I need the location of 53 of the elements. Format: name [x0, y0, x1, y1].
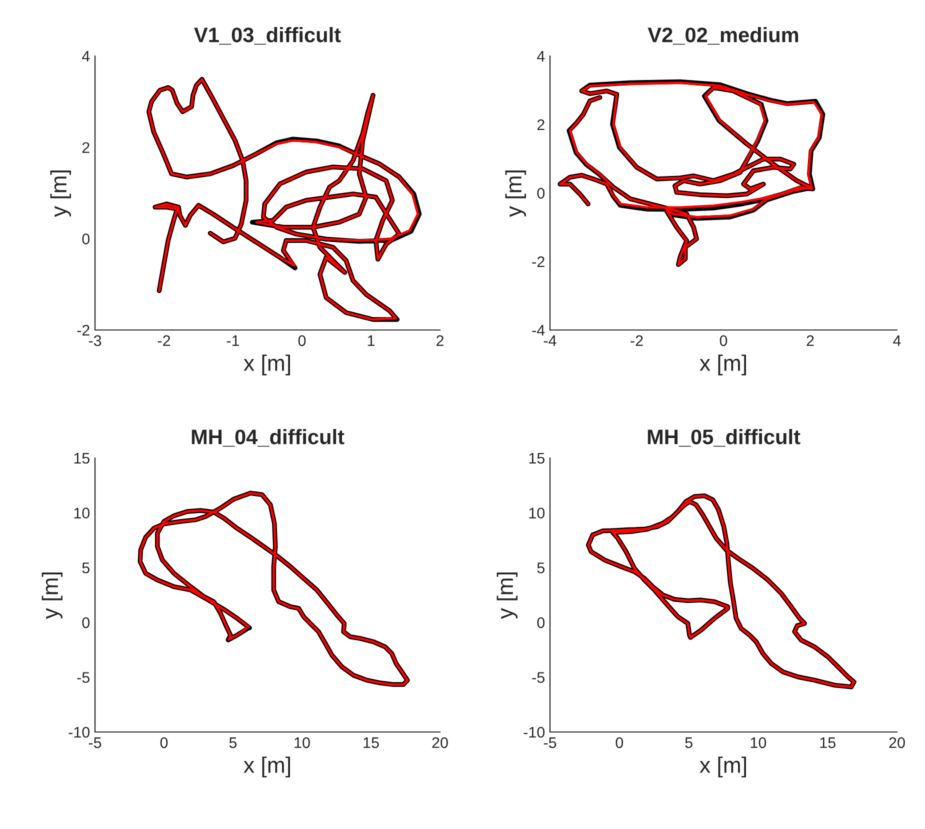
y-axis-title: y [m] [496, 572, 518, 620]
y-tick-label: -10 [524, 726, 545, 738]
x-axis-title: x [m] [244, 756, 290, 778]
y-axis-title: y [m] [42, 572, 63, 620]
x-tick-label: 2 [436, 335, 444, 346]
x-axis-title: x [m] [244, 354, 290, 376]
chart-title: V2_02_medium [648, 27, 798, 45]
y-axis-title: y [m] [50, 170, 71, 218]
y-tick-label: -5 [532, 672, 544, 683]
x-axis-title: x [m] [700, 354, 746, 376]
y-tick-label: 10 [74, 508, 90, 518]
y-tick-label: 4 [536, 51, 545, 62]
x-tick-label: -2 [630, 335, 643, 346]
y-tick-label: 0 [537, 617, 545, 628]
y-tick-label: 2 [537, 119, 544, 130]
y-tick-label: 4 [82, 51, 90, 62]
y-tick-label: -10 [68, 726, 90, 738]
y-tick-label: 15 [74, 453, 90, 464]
y-tick-label: 5 [537, 562, 544, 574]
x-tick-label: -3 [88, 335, 102, 346]
y-tick-label: 0 [82, 617, 90, 628]
y-tick-label: 5 [82, 562, 90, 574]
x-tick-label: 5 [685, 737, 692, 748]
x-tick-label: -1 [226, 335, 240, 346]
x-tick-label: 0 [160, 737, 168, 748]
x-tick-label: 0 [720, 335, 728, 346]
x-tick-label: 1 [368, 335, 375, 346]
x-tick-label: 5 [229, 737, 237, 748]
y-tick-label: -4 [532, 325, 545, 336]
x-tick-label: 10 [750, 737, 766, 748]
x-tick-label: -2 [158, 335, 170, 346]
y-tick-label: -5 [77, 672, 90, 683]
x-tick-label: 20 [432, 737, 448, 748]
x-tick-label: 10 [294, 737, 310, 748]
chart-title: V1_03_difficult [194, 27, 341, 45]
x-tick-label: 0 [616, 737, 624, 748]
x-tick-label: 4 [893, 335, 901, 346]
y-tick-label: 0 [537, 188, 545, 199]
x-tick-label: 0 [298, 335, 306, 346]
y-tick-label: -2 [532, 256, 544, 268]
y-tick-label: 0 [82, 234, 90, 244]
y-tick-label: 10 [529, 508, 545, 518]
x-tick-label: 15 [820, 737, 836, 748]
x-tick-label: 15 [364, 737, 379, 748]
y-tick-label: 15 [529, 453, 544, 464]
y-tick-label: -2 [77, 324, 90, 336]
y-tick-label: 2 [82, 142, 90, 153]
x-tick-label: 20 [889, 737, 905, 748]
chart-title: MH_05_difficult [648, 429, 800, 447]
x-axis-title: x [m] [700, 756, 746, 778]
chart-title: MH_04_difficult [192, 429, 344, 447]
x-tick-label: 2 [806, 335, 814, 346]
y-axis-title: y [m] [505, 170, 526, 218]
